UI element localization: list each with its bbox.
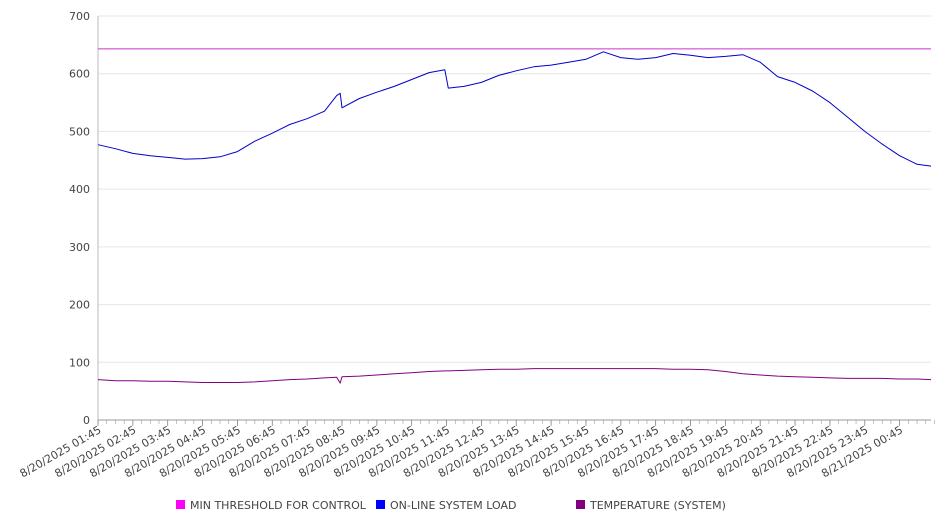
- axes: [97, 16, 935, 426]
- legend-item: ON-LINE SYSTEM LOAD: [376, 499, 516, 512]
- legend-label: MIN THRESHOLD FOR CONTROL: [190, 499, 367, 512]
- y-tick-label: 300: [69, 241, 90, 254]
- x-tick-labels: 8/20/2025 01:458/20/2025 02:458/20/2025 …: [18, 423, 905, 480]
- y-tick-labels: 0 100 200 300 400 500 600 700: [69, 10, 90, 427]
- legend-label: ON-LINE SYSTEM LOAD: [390, 499, 516, 512]
- y-tick-label: 200: [69, 299, 90, 312]
- y-tick-label: 100: [69, 356, 90, 369]
- legend-item: TEMPERATURE (SYSTEM): [576, 499, 726, 512]
- series-line-temperature-system: [97, 368, 932, 384]
- y-tick-label: 400: [69, 183, 90, 196]
- y-tick-label: 0: [83, 414, 90, 427]
- legend-swatch: [376, 500, 385, 509]
- y-tick-label: 500: [69, 125, 90, 138]
- legend-item: MIN THRESHOLD FOR CONTROL: [176, 499, 367, 512]
- y-tick-label: 700: [69, 10, 90, 23]
- series-line-on-line-system-load: [97, 51, 932, 167]
- series-lines: [97, 48, 932, 384]
- legend-swatch: [176, 500, 185, 509]
- y-tick-label: 600: [69, 68, 90, 81]
- legend-label: TEMPERATURE (SYSTEM): [589, 499, 726, 512]
- legend-swatch: [576, 500, 585, 509]
- gridlines: [98, 15, 931, 363]
- legend: MIN THRESHOLD FOR CONTROL ON-LINE SYSTEM …: [176, 499, 726, 512]
